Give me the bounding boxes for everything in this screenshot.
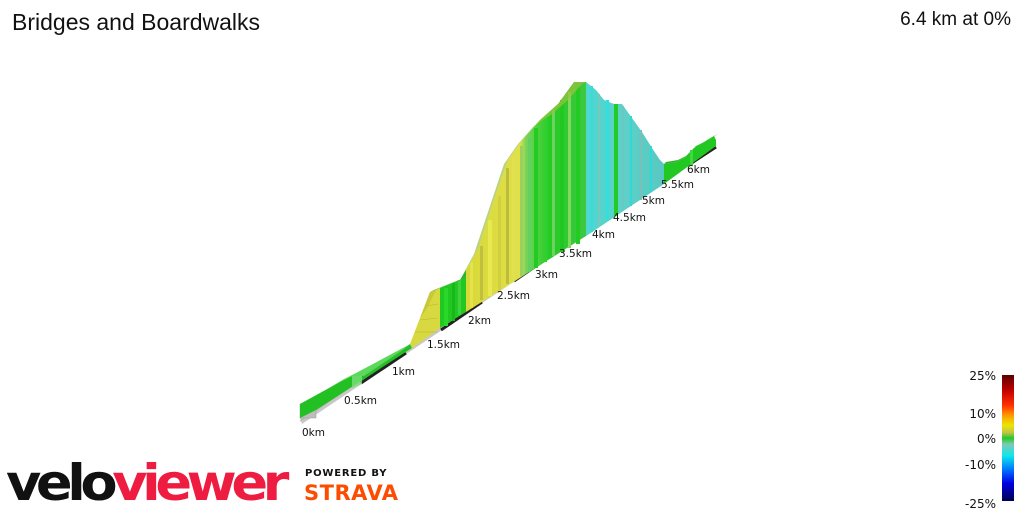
profile-section-start	[300, 341, 416, 418]
veloviewer-logo[interactable]: velo viewer	[6, 452, 295, 513]
legend-color-bar	[1002, 375, 1014, 501]
profile-section-finish	[664, 134, 718, 184]
km-tick-3-5: 3.5km	[559, 248, 592, 260]
legend-label-10: 10%	[969, 407, 996, 421]
profile-section-climb-1	[410, 288, 440, 348]
km-tick-4: 4km	[592, 229, 615, 241]
legend-label-neg10: -10%	[965, 458, 996, 472]
strava-logo[interactable]: STRAVA	[304, 481, 399, 505]
km-tick-5-5: 5.5km	[661, 179, 694, 191]
logo-velo: velo	[6, 454, 116, 508]
distance-axis: 0km 0.5km 1km 1.5km 2km 2.5km 3km 3.5km …	[302, 164, 710, 439]
km-tick-3: 3km	[535, 269, 558, 281]
km-tick-5: 5km	[642, 195, 665, 207]
gradient-legend: 25% 10% 0% -10% -25%	[965, 369, 1014, 511]
km-tick-0: 0km	[302, 427, 325, 439]
powered-by-label: POWERED BY	[305, 468, 388, 479]
profile-section-descent	[586, 82, 664, 236]
profile-section-main-climb	[462, 82, 586, 312]
km-tick-1: 1km	[392, 366, 415, 378]
route-summary: 6.4 km at 0%	[900, 9, 1011, 30]
km-tick-2: 2km	[468, 315, 491, 327]
km-tick-1-5: 1.5km	[427, 339, 460, 351]
legend-label-neg25: -25%	[965, 497, 996, 511]
km-tick-6: 6km	[687, 164, 710, 176]
legend-label-25: 25%	[969, 369, 996, 383]
km-tick-4-5: 4.5km	[613, 212, 646, 224]
logo-viewer: viewer	[112, 454, 290, 508]
legend-label-0: 0%	[977, 432, 996, 446]
km-tick-2-5: 2.5km	[497, 290, 530, 302]
page-title: Bridges and Boardwalks	[12, 9, 261, 35]
km-tick-0-5: 0.5km	[344, 395, 377, 407]
